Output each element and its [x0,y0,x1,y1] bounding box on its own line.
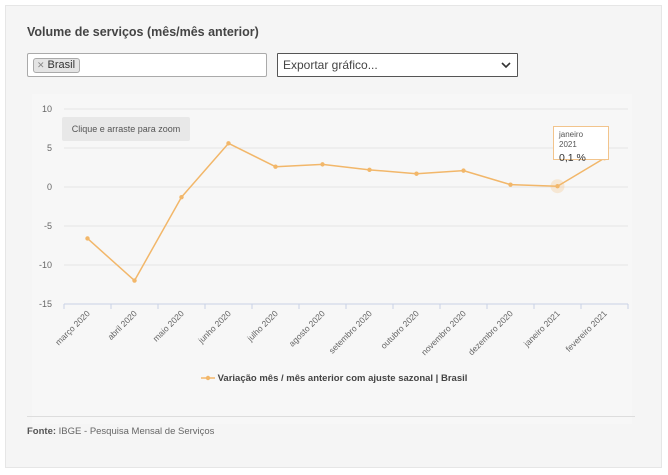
chart-legend[interactable]: Variação mês / mês anterior com ajuste s… [0,373,668,384]
y-tick-label: -15 [39,299,52,309]
chevron-down-icon [501,62,511,69]
data-point [85,236,90,241]
data-point [132,278,137,283]
data-point [179,194,184,200]
y-tick-label: 0 [47,182,52,192]
data-point [273,164,278,169]
x-tick-label: abril 2020 [105,308,139,342]
x-tick-label: outubro 2020 [378,308,421,351]
x-tick-label: setembro 2020 [327,308,374,355]
x-tick-label: fevereiro 2021 [563,308,609,354]
source-text: IBGE - Pesquisa Mensal de Serviços [58,426,215,437]
data-point [414,171,419,176]
y-tick-label: -5 [44,221,52,231]
x-tick-label: maio 2020 [151,308,186,343]
data-point [555,184,560,189]
tooltip-date: janeiro 2021 [559,130,584,149]
region-filter-input[interactable]: ✕ Brasil [27,53,267,77]
x-tick-label: julho 2020 [244,308,280,344]
source-label: Fonte: [27,426,57,437]
x-tick-label: dezembro 2020 [466,308,515,357]
legend-line-icon [200,376,215,381]
tooltip-value: 0,1 % [559,152,586,164]
data-point [320,162,325,167]
x-tick-label: janeiro 2021 [521,308,562,349]
y-tick-label: 10 [42,104,52,114]
data-tooltip: janeiro 2021 0,1 % [553,126,609,164]
remove-chip-icon[interactable]: ✕ [37,60,45,70]
y-tick-label: 5 [47,143,52,153]
x-tick-label: agosto 2020 [287,308,327,348]
data-point [461,168,466,173]
source-note: Fonte: IBGE - Pesquisa Mensal de Serviço… [27,426,214,437]
footer-divider [27,416,635,417]
series-line [86,142,605,282]
filter-chip-label: Brasil [47,59,76,71]
x-tick-label: novembro 2020 [419,308,468,357]
data-point [226,141,231,146]
page-title: Volume de serviços (mês/mês anterior) [27,25,259,39]
y-tick-label: -10 [39,260,52,270]
x-tick-label: junho 2020 [195,308,233,346]
data-point [508,182,513,187]
x-tick-label: março 2020 [53,308,92,347]
zoom-hint-button[interactable]: Clique e arraste para zoom [62,117,190,141]
filter-chip-brasil: ✕ Brasil [33,58,81,73]
legend-label: Variação mês / mês anterior com ajuste s… [217,373,468,384]
chart-plot-background [32,94,632,424]
export-select-label: Exportar gráfico... [283,58,378,72]
data-point [367,167,372,173]
export-chart-select[interactable]: Exportar gráfico... [277,53,518,77]
